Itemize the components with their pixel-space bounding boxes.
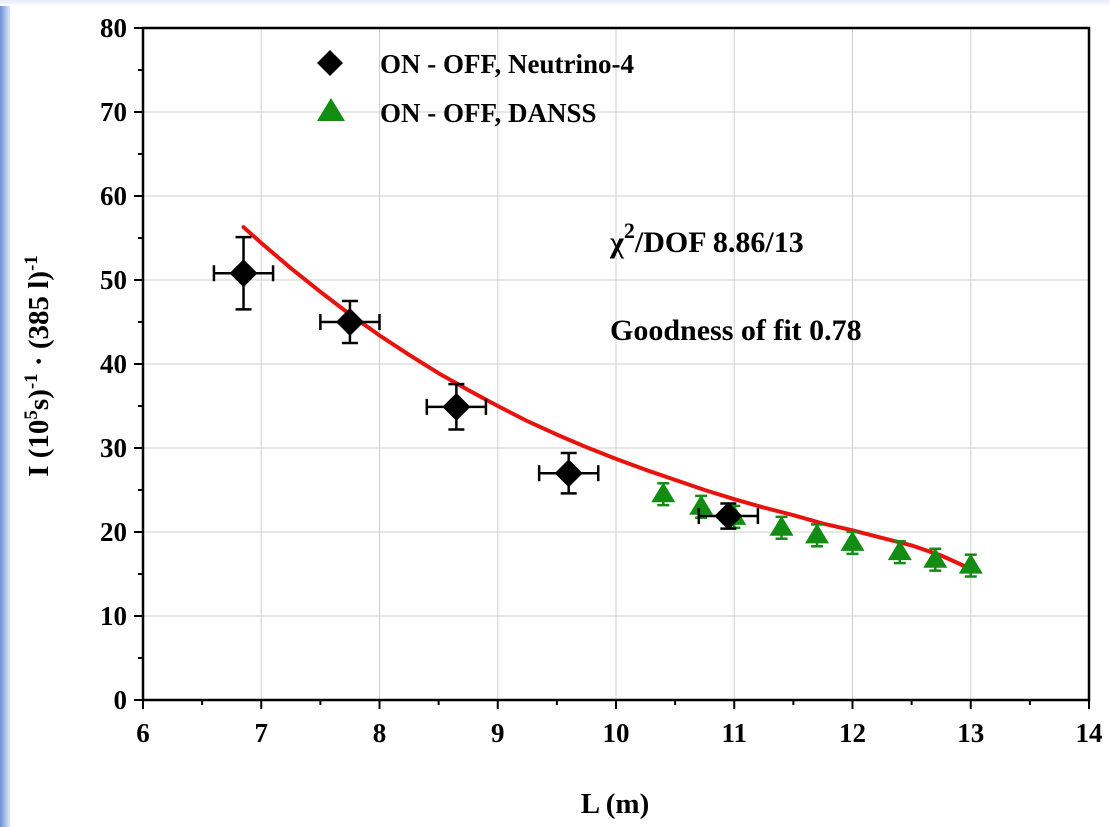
y-axis-title-superscript: -1 <box>21 255 42 271</box>
y-tick-label: 60 <box>100 181 127 211</box>
legend-label-neutrino4: ON - OFF, Neutrino-4 <box>380 49 634 79</box>
chi2-exponent: 2 <box>624 218 635 243</box>
y-tick-label: 20 <box>100 517 127 547</box>
x-tick-label: 13 <box>957 718 984 748</box>
fit-curve-group <box>241 225 973 571</box>
tick-labels: 6 7 8 9 10 11 12 13 14 0 10 20 30 40 50 60 70 80 <box>100 13 1103 748</box>
neutrino4-point <box>537 451 600 495</box>
neutrino4-series <box>212 235 760 531</box>
x-tick-label: 10 <box>603 718 630 748</box>
danss-point <box>923 547 948 572</box>
fit-curve <box>241 225 973 571</box>
danss-marker <box>769 515 794 536</box>
neutrino4-marker <box>714 502 743 531</box>
danss-marker <box>923 547 948 568</box>
neutrino4-point <box>319 299 381 345</box>
y-tick-label: 30 <box>100 433 127 463</box>
x-tick-label: 8 <box>373 718 387 748</box>
x-tick-label: 6 <box>136 718 150 748</box>
y-axis-title-superscript: -1 <box>21 373 42 389</box>
x-tick-label: 11 <box>721 718 747 748</box>
y-tick-label: 50 <box>100 265 127 295</box>
y-tick-label: 40 <box>100 349 127 379</box>
danss-marker <box>651 482 676 503</box>
danss-point <box>805 523 830 548</box>
danss-point <box>689 494 714 519</box>
neutrino4-marker <box>442 392 471 421</box>
danss-marker <box>689 494 714 515</box>
y-tick-label: 10 <box>100 601 127 631</box>
danss-point <box>958 553 983 578</box>
x-tick-label: 14 <box>1076 718 1103 748</box>
danss-marker <box>805 523 830 544</box>
neutrino4-marker <box>554 459 583 488</box>
y-axis-title-part: · (385 l) <box>23 271 55 373</box>
neutrino4-marker <box>229 259 258 288</box>
y-axis-title-part: s) <box>23 389 55 410</box>
neutrino4-point <box>425 382 488 431</box>
danss-marker <box>887 540 912 561</box>
x-axis-title: L (m) <box>581 788 649 820</box>
legend-diamond-marker <box>317 50 343 76</box>
y-axis-title-superscript: 5 <box>21 410 42 420</box>
goodness-of-fit-annotation: Goodness of fit 0.78 <box>610 314 862 347</box>
y-axis-title-part: I (10 <box>23 420 55 477</box>
danss-point <box>769 515 794 540</box>
legend-triangle-marker <box>317 98 345 121</box>
danss-point <box>651 482 676 507</box>
x-tick-label: 12 <box>839 718 866 748</box>
chi2-dof-text: /DOF 8.86/13 <box>634 226 804 259</box>
slide-left-border <box>0 0 10 827</box>
danss-marker <box>958 553 983 574</box>
y-tick-label: 0 <box>114 685 128 715</box>
chi2-annotation: χ2/DOF 8.86/13 <box>609 218 804 259</box>
x-tick-label: 9 <box>491 718 505 748</box>
chi-symbol: χ <box>609 226 625 259</box>
legend-label-danss: ON - OFF, DANSS <box>380 98 597 128</box>
danss-point <box>887 539 912 565</box>
y-axis-title: I (105s)-1 · (385 l)-1 <box>21 255 55 477</box>
neutrino4-point <box>212 235 275 311</box>
slide-top-border <box>0 0 1109 6</box>
danss-marker <box>840 530 865 551</box>
axis-ticks <box>134 27 1090 709</box>
grid-lines <box>143 28 1089 700</box>
y-tick-label: 70 <box>100 97 127 127</box>
neutrino4-marker <box>335 308 364 336</box>
danss-point <box>840 530 865 556</box>
danss-series <box>651 482 983 578</box>
y-tick-label: 80 <box>100 13 127 43</box>
legend: ON - OFF, Neutrino-4 ON - OFF, DANSS <box>317 49 634 128</box>
neutrino4-point <box>697 502 760 531</box>
x-tick-label: 7 <box>255 718 269 748</box>
